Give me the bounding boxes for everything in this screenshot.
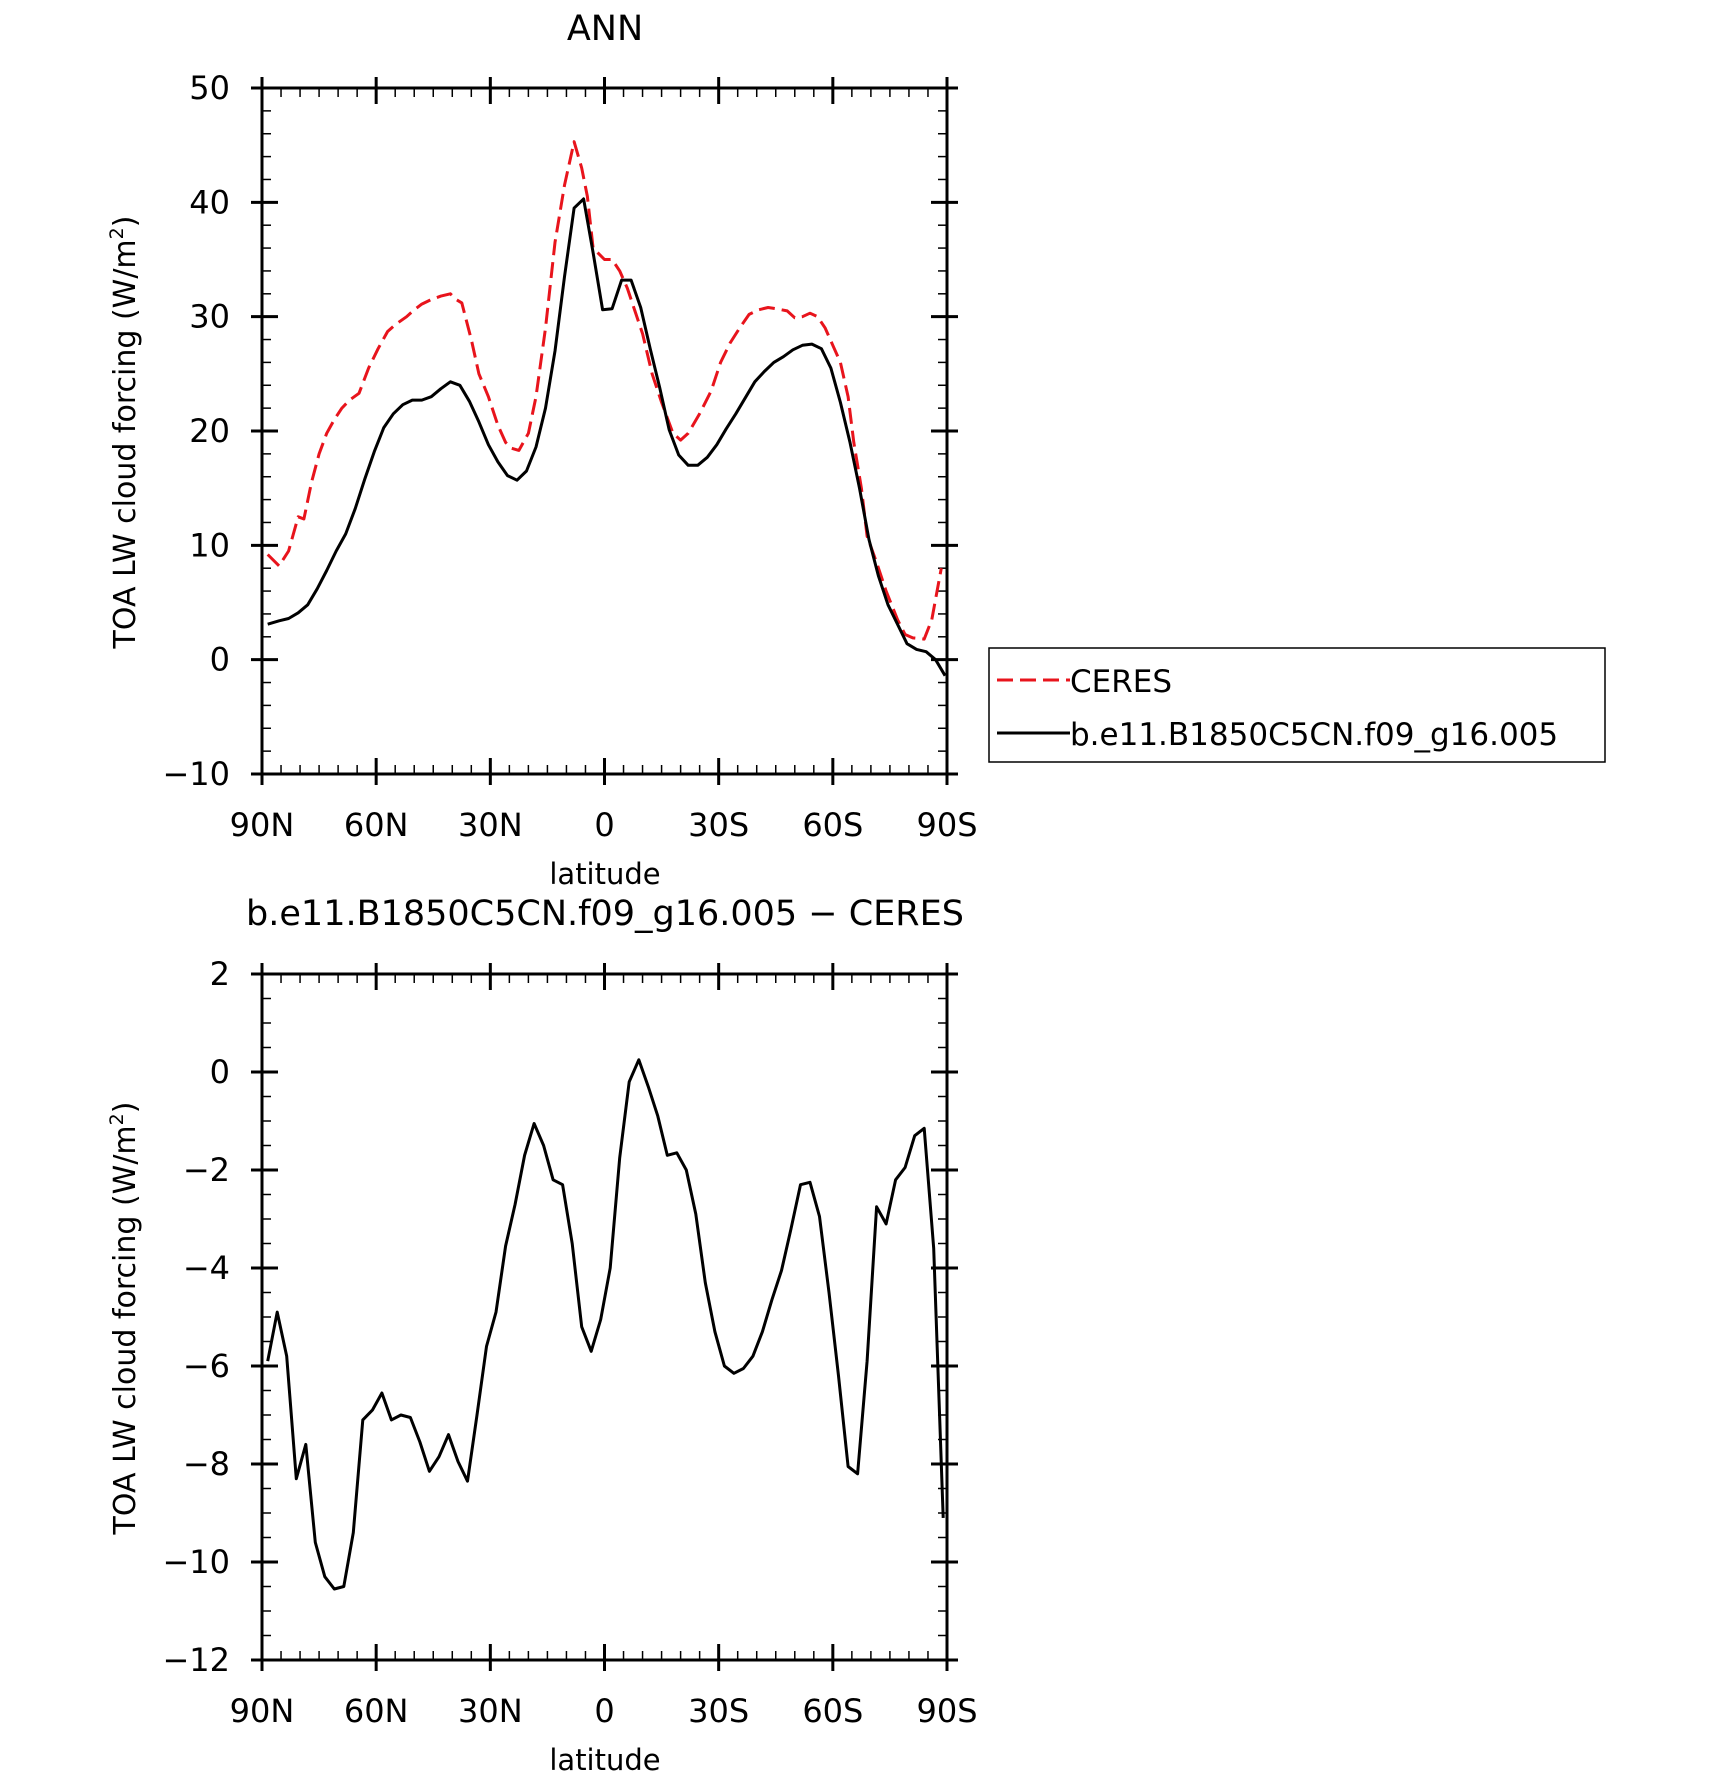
bottom-y-axis-label-main: TOA LW cloud forcing (W/m [108,1125,143,1535]
bottom-y-axis-label: TOA LW cloud forcing (W/m2) [106,1102,143,1536]
bottom-panel: b.e11.B1850C5CN.f09_g16.005 − CERES 90N 6… [106,894,978,1773]
bottom-x-tick-label: 30S [688,1692,749,1730]
legend: CERES b.e11.B1850C5CN.f09_g16.005 [988,647,1606,763]
bottom-chart-title: b.e11.B1850C5CN.f09_g16.005 − CERES [246,894,964,934]
bottom-y-tick-label: −6 [183,1347,230,1385]
top-x-tick-label: 60S [802,806,863,844]
bottom-x-tick-label: 60S [802,1692,863,1730]
top-y-tick-label: 0 [210,641,230,679]
top-plot-frame [260,86,949,776]
bottom-x-tick-label: 90N [230,1692,295,1730]
bottom-x-tick-label: 60N [344,1692,409,1730]
bottom-series-lines [266,1058,945,1591]
top-series-lines [266,140,947,677]
bottom-y-tick-label: −10 [162,1543,230,1581]
top-x-tick-label: 0 [594,806,614,844]
bottom-x-tick-label: 0 [594,1692,614,1730]
top-series-line-0 [266,140,943,641]
legend-box [988,647,1606,763]
bottom-y-axis-label-close: ) [108,1102,143,1114]
bottom-y-tick-label: 0 [210,1053,230,1091]
bottom-y-tick-label: −2 [183,1151,230,1189]
bottom-x-tick-label: 90S [916,1692,977,1730]
top-y-tick-labels: −10 0 10 20 30 40 50 [162,69,230,793]
top-y-tick-label: 10 [189,526,230,564]
bottom-y-tick-label: −4 [183,1249,230,1287]
top-y-tick-label: 30 [189,298,230,336]
bottom-series-line-0 [266,1058,945,1591]
top-series-line-1 [267,197,947,677]
bottom-y-tick-label: 2 [210,955,230,993]
top-y-tick-label: 20 [189,412,230,450]
bottom-y-tick-label: −8 [183,1445,230,1483]
bottom-y-tick-labels: −12 −10 −8 −6 −4 −2 0 2 [162,955,230,1679]
top-chart-title: ANN [567,9,643,49]
top-x-tick-label: 90S [916,806,977,844]
top-y-axis-label-close: ) [108,216,143,228]
bottom-x-tick-label: 30N [458,1692,523,1730]
top-y-axis-label: TOA LW cloud forcing (W/m2) [106,216,143,650]
bottom-y-axis-label-sup: 2 [106,1113,128,1125]
top-x-tick-label: 30S [688,806,749,844]
legend-label-model: b.e11.B1850C5CN.f09_g16.005 [1070,717,1558,753]
top-y-tick-label: −10 [162,755,230,793]
bottom-plot-frame [260,972,949,1662]
top-x-tick-label: 90N [230,806,295,844]
bottom-y-tick-label: −12 [162,1641,230,1679]
bottom-x-axis-label: latitude [549,1743,660,1773]
top-y-axis-label-sup: 2 [106,227,128,239]
top-y-axis-label-main: TOA LW cloud forcing (W/m [108,239,143,649]
bottom-ticks [251,963,958,1671]
bottom-x-tick-labels: 90N 60N 30N 0 30S 60S 90S [230,1692,978,1730]
top-x-tick-label: 60N [344,806,409,844]
top-y-tick-label: 50 [189,69,230,107]
top-x-tick-label: 30N [458,806,523,844]
top-panel: ANN 90N 60N 30N 0 30S 60S 90S −10 0 10 20 30 40 50 l… [106,9,978,891]
top-y-tick-label: 40 [189,183,230,221]
top-x-tick-labels: 90N 60N 30N 0 30S 60S 90S [230,806,978,844]
top-x-axis-label: latitude [549,857,660,891]
legend-label-ceres: CERES [1070,664,1172,700]
